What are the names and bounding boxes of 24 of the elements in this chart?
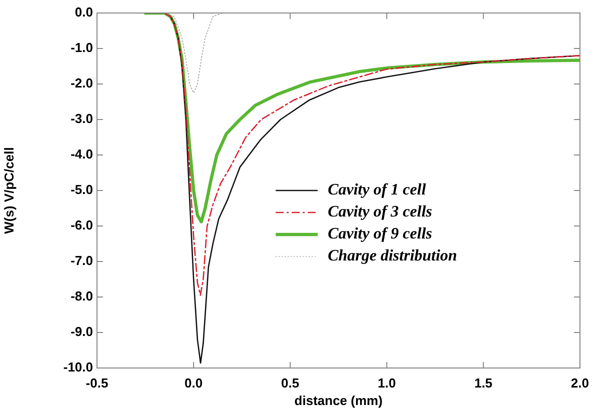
y-tick-label: -4.0 [70, 146, 93, 162]
legend-label: Cavity of 3 cells [328, 204, 432, 221]
legend-label: Cavity of 9 cells [328, 226, 432, 243]
x-tick-label: 1.0 [378, 375, 396, 390]
y-tick-label: -7.0 [70, 253, 93, 268]
x-tick-label: 1.5 [474, 375, 492, 390]
y-tick-label: -1.0 [70, 40, 93, 56]
y-tick-label: -10.0 [63, 360, 93, 375]
x-axis-title: distance (mm) [294, 392, 383, 408]
legend-label: Charge distribution [328, 248, 458, 265]
y-axis-title: W(s) V/pC/cell [1, 147, 16, 234]
line-series [164, 13, 580, 296]
x-tick-label: 0.5 [281, 375, 300, 390]
y-tick-label: -8.0 [70, 288, 93, 304]
y-tick-label: -9.0 [70, 324, 93, 340]
x-tick-label: 2.0 [570, 375, 590, 390]
y-tick-label: -3.0 [70, 111, 93, 126]
y-tick-label: -2.0 [70, 76, 93, 91]
x-tick-label: 0.0 [184, 375, 203, 390]
y-tick-label: 0.0 [74, 4, 93, 20]
x-tick-label: -0.5 [86, 375, 108, 390]
y-tick-label: -5.0 [70, 182, 93, 198]
legend-label: Cavity of 1 cell [328, 182, 426, 199]
y-tick-label: -6.0 [70, 218, 93, 233]
